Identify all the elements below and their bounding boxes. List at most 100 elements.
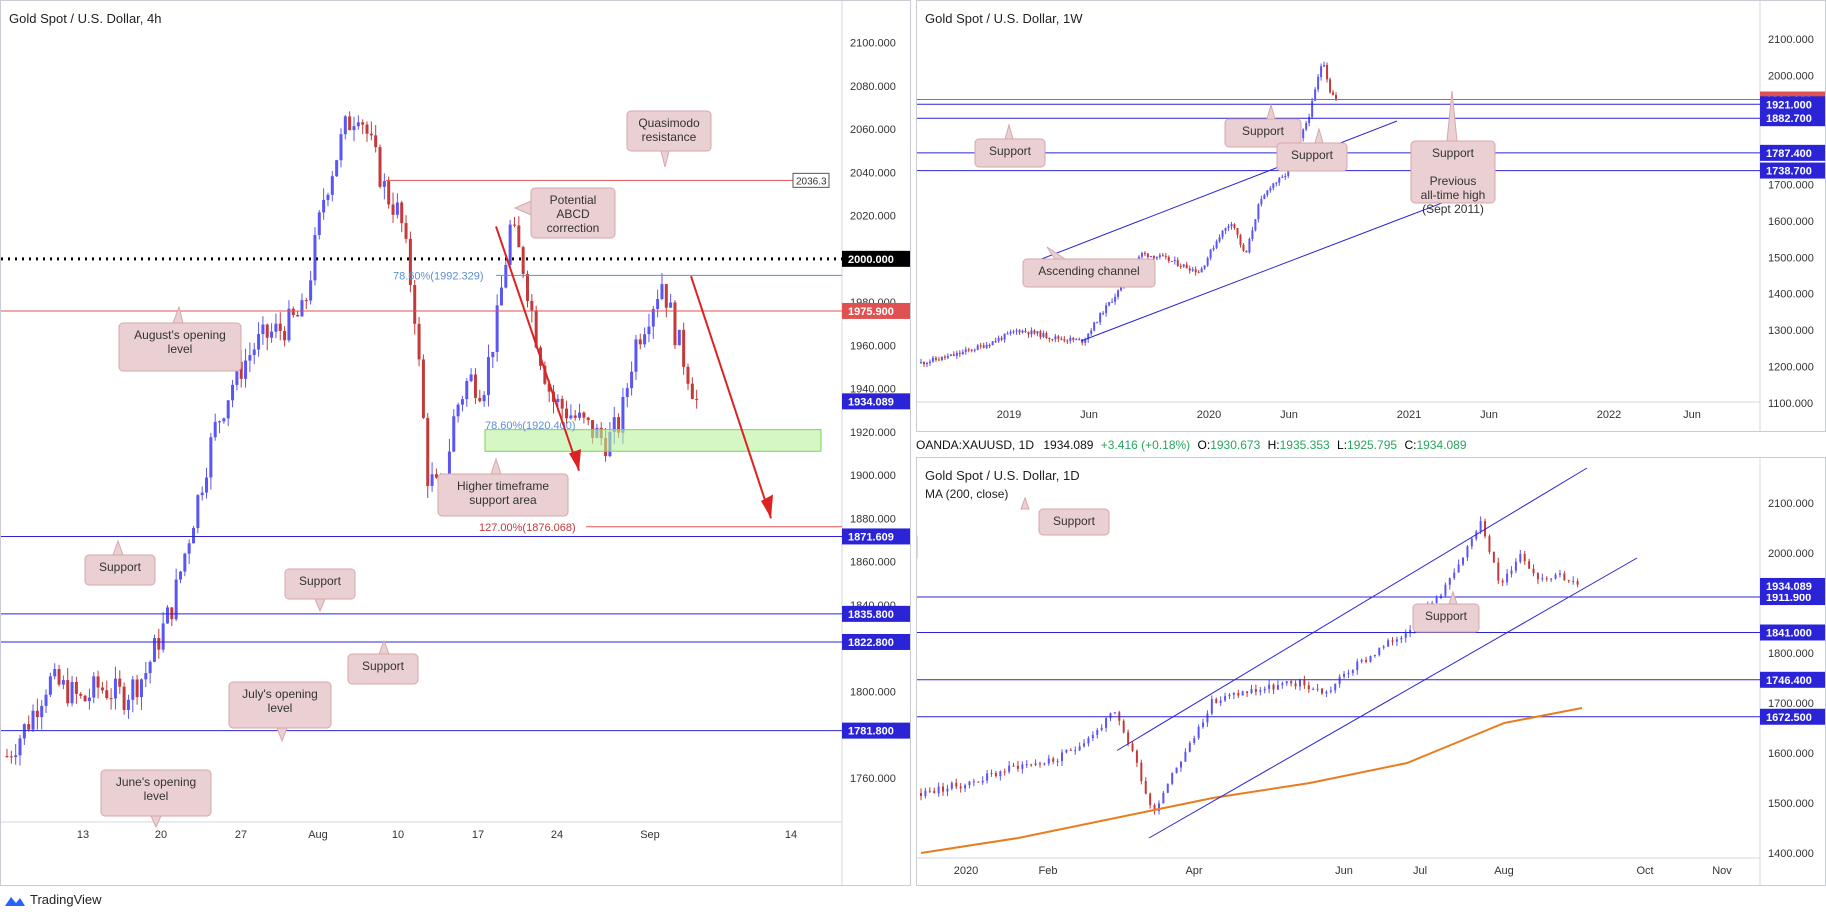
candle-body <box>1117 290 1120 297</box>
candle-body <box>682 329 686 367</box>
callout-w-support-2[interactable]: Support <box>974 123 1046 168</box>
candle-body <box>1254 219 1257 231</box>
candle-body <box>1105 718 1108 728</box>
h4-chart-panel[interactable]: 2100.000 2080.000 2060.000 2040.000 2020.000… <box>0 0 911 886</box>
candle-body <box>139 679 143 698</box>
callout-pointer <box>513 200 532 216</box>
weekly-chart-panel[interactable]: 2100.000 2000.000 1700.000 1600.000 1500.000… <box>916 0 1826 432</box>
candle-body <box>1167 256 1170 262</box>
d1-close: 1934.089 <box>1416 438 1467 452</box>
candle-body <box>122 686 126 710</box>
candle-body <box>1091 734 1094 739</box>
fib-label: 78.60%(1992.329) <box>393 270 484 282</box>
candle-body <box>942 786 945 792</box>
candle-body <box>994 772 997 777</box>
ma-200-line <box>920 707 1583 854</box>
callout-support-1[interactable]: Support <box>84 539 156 586</box>
h4-chart[interactable]: 2100.000 2080.000 2060.000 2040.000 2020.000… <box>1 1 910 885</box>
candle-body <box>309 280 313 301</box>
candle-body <box>1334 683 1337 691</box>
candle-body <box>1395 639 1398 642</box>
callout-w-support-1[interactable]: Support <box>1224 103 1302 148</box>
callout-w-support-3[interactable]: Support <box>1276 127 1348 172</box>
callout-text: all-time high <box>1421 188 1486 202</box>
candle-body <box>1036 331 1039 334</box>
callout-support-2[interactable]: Support <box>284 568 356 613</box>
candle-body <box>1462 557 1465 565</box>
candle-body <box>625 388 629 398</box>
candle-body <box>421 359 425 418</box>
candle-body <box>369 133 373 136</box>
candle-body <box>1488 536 1491 552</box>
callout-box <box>1038 508 1110 536</box>
candle-body <box>1215 241 1218 249</box>
callout-support-3[interactable]: Support <box>347 639 419 685</box>
candle-body <box>100 687 104 691</box>
candle-body <box>465 381 469 400</box>
candle-body <box>1054 336 1057 340</box>
candle-body <box>1254 689 1257 692</box>
candle-body <box>222 418 226 422</box>
daily-chart-panel[interactable]: 2100.000 2000.000 1800.000 1700.000 1600.000… <box>850 457 1826 886</box>
level-tag-label: 1787.400 <box>1766 148 1812 160</box>
candle-body <box>391 204 395 215</box>
abcd-arrow <box>495 226 580 472</box>
candle-body <box>14 755 18 758</box>
candle-body <box>1003 333 1006 340</box>
callout-d-support-3[interactable]: Support <box>1412 590 1480 633</box>
candle-body <box>131 679 135 700</box>
candle-body <box>1303 680 1306 686</box>
candle-body <box>304 300 308 302</box>
candle-body <box>205 477 209 493</box>
d1-low: 1925.795 <box>1347 438 1398 452</box>
callout-d-support-1[interactable]: Support <box>1020 496 1110 536</box>
weekly-chart[interactable]: 2100.000 2000.000 1700.000 1600.000 1500.000… <box>917 1 1825 431</box>
candle-body <box>1260 198 1263 205</box>
candle-body <box>1285 681 1288 684</box>
candle-body <box>1003 771 1006 773</box>
tradingview-brand[interactable]: TradingView <box>30 892 102 907</box>
candle-body <box>612 417 616 432</box>
candle-body <box>1034 763 1037 766</box>
candle-body <box>1027 331 1030 335</box>
candle-body <box>113 678 117 699</box>
callout-text: ABCD <box>556 207 590 221</box>
candle-body <box>997 337 1000 342</box>
callout-w-channel[interactable]: Ascending channel <box>1022 246 1156 288</box>
footer: TradingView <box>0 888 1826 912</box>
candle-body <box>482 395 486 402</box>
candle-body <box>61 680 65 685</box>
candle-body <box>638 339 642 345</box>
candle-body <box>74 681 78 694</box>
candle-body <box>988 344 991 346</box>
candle-body <box>174 579 178 620</box>
callout-text: Support <box>989 144 1032 158</box>
callout-pointer <box>1448 590 1458 605</box>
tradingview-logo-icon[interactable] <box>4 894 26 908</box>
y-tick-label: 2100.000 <box>850 38 896 50</box>
callout-text: August's opening <box>134 328 226 342</box>
candle-body <box>1212 248 1215 250</box>
candle-body <box>239 361 243 379</box>
candle-body <box>526 273 529 301</box>
d1-high-label: H: <box>1267 438 1280 452</box>
candle-body <box>1448 578 1451 585</box>
x-tick-label: Nov <box>1712 865 1732 877</box>
candle-body <box>183 553 187 572</box>
candle-body <box>105 690 109 699</box>
level-tag-label: 2000.000 <box>848 254 894 266</box>
candle-body <box>261 324 265 335</box>
x-tick-label: 2022 <box>1597 409 1621 421</box>
candle-body <box>1329 79 1332 93</box>
callout-pointer <box>660 150 670 168</box>
y-tick-label: 1100.000 <box>1768 398 1813 410</box>
daily-chart[interactable]: 2100.000 2000.000 1800.000 1700.000 1600.000… <box>850 458 1825 885</box>
candle-body <box>1276 685 1279 690</box>
